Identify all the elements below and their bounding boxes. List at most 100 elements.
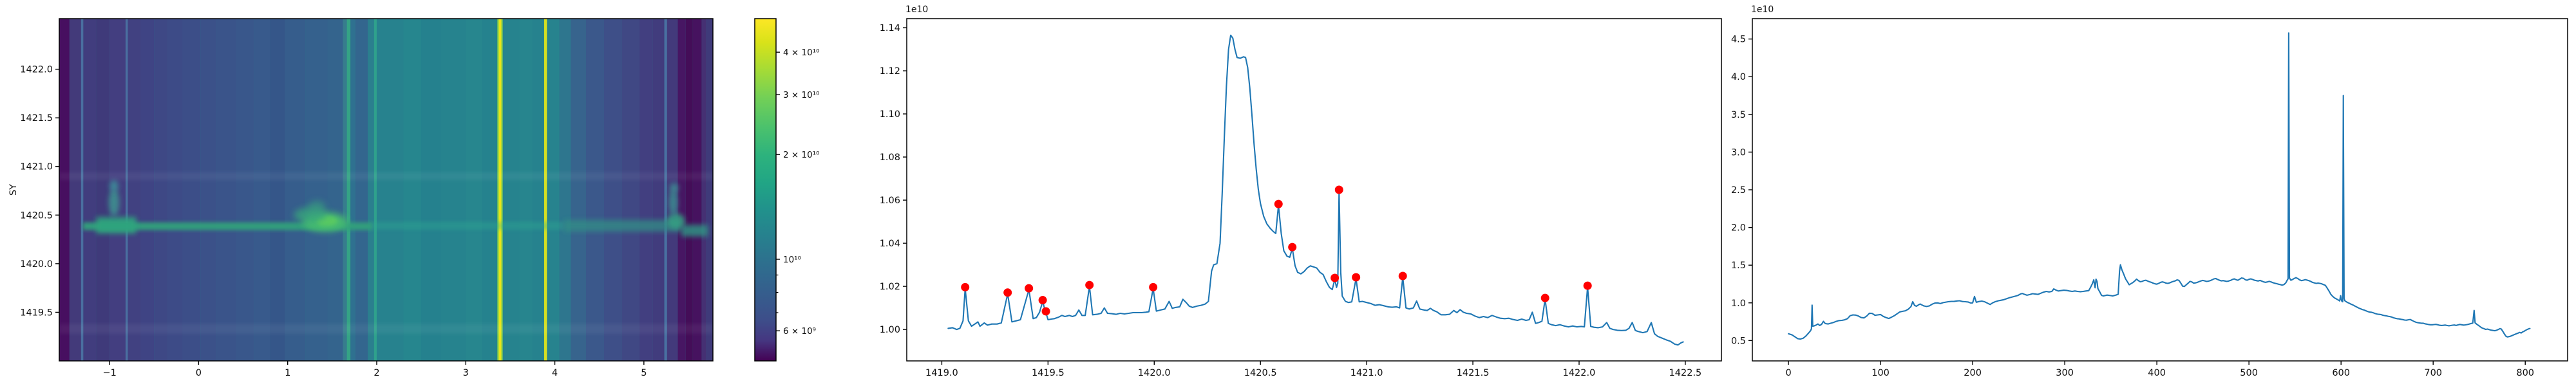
- heatmap-feature: [108, 188, 120, 216]
- x-tick-label: 2: [374, 368, 379, 378]
- peak-marker: [1149, 282, 1158, 291]
- heatmap-feature: [82, 222, 373, 230]
- heatmap-stripe: [501, 19, 503, 361]
- heatmap-stripe: [154, 19, 168, 361]
- heatmap-stripe: [59, 19, 70, 361]
- heatmap-stripe: [270, 19, 285, 361]
- spectrum-line: [1788, 32, 2531, 340]
- axes-frame: [906, 18, 1722, 362]
- heatmap-feature: [308, 200, 327, 214]
- y-tick-label: 1422.0: [20, 65, 53, 75]
- heatmap-stripe: [374, 19, 377, 361]
- colorbar-tick-label: 4 × 10¹⁰: [783, 48, 820, 58]
- colorbar-outline: [754, 18, 777, 362]
- heatmap-stripe: [466, 19, 482, 361]
- heatmap-stripe: [706, 19, 713, 361]
- peak-marker: [1085, 280, 1094, 290]
- y-tick-label: 1.00: [880, 325, 900, 335]
- heatmap-stripe: [621, 19, 639, 361]
- colorbar-gradient: [755, 19, 776, 361]
- colorbar: 4 × 10¹⁰ 3 × 10¹⁰ 2 × 10¹⁰ 10¹⁰ 6 × 10⁹: [754, 18, 820, 362]
- peak-marker: [1274, 199, 1283, 208]
- colorbar-tick-label: 6 × 10⁹: [783, 326, 816, 336]
- heatmap-feature: [59, 172, 713, 180]
- peak-marker: [1288, 243, 1297, 252]
- y-tick-label: 1420.0: [20, 259, 53, 270]
- heatmap-feature: [372, 221, 564, 230]
- heatmap-feature: [109, 179, 118, 192]
- heatmap-stripe: [83, 19, 97, 361]
- peak-marker: [961, 282, 970, 291]
- heatmap-stripe: [559, 19, 571, 361]
- heatmap-stripe: [664, 19, 667, 361]
- x-tick-label: 1: [285, 368, 290, 378]
- colorbar-tick-label: 10¹⁰: [783, 255, 801, 265]
- y-tick-label: 1420.5: [20, 210, 53, 221]
- y-tick-label: 1.0: [1731, 299, 1746, 309]
- peak-marker: [1398, 271, 1407, 280]
- peak-marker: [1331, 273, 1340, 282]
- axes-frame: [1752, 18, 2568, 362]
- heatmap-image: [59, 19, 713, 361]
- y-tick-label: 1.10: [880, 109, 900, 120]
- colorbar-tick-label: 2 × 10¹⁰: [783, 150, 820, 160]
- heatmap-stripe: [639, 19, 653, 361]
- heatmap-stripe: [498, 19, 502, 361]
- x-tick-label: 4: [552, 368, 558, 378]
- y-tick-label: 3.0: [1731, 147, 1746, 158]
- middle-plot-offset-label: 1e10: [905, 5, 929, 15]
- spectrum-subplot-plot-area: [947, 34, 1684, 346]
- heatmap-stripe: [305, 19, 328, 361]
- heatmap-stripe: [254, 19, 270, 361]
- heatmap-stripe: [355, 19, 368, 361]
- y-tick-label: 2.5: [1731, 185, 1746, 196]
- x-tick-label: 300: [2056, 368, 2074, 378]
- colorbar-tick-label: 3 × 10¹⁰: [783, 90, 820, 100]
- x-tick-label: 1419.0: [925, 368, 958, 378]
- heatmap-feature: [681, 225, 708, 237]
- heatmap-stripe: [376, 19, 404, 361]
- heatmap-ylabel: SY: [8, 183, 19, 196]
- spectrum-subplot: 1419.0 1419.5 1420.0 1420.5 1421.0 1421.5 1422…: [880, 18, 1722, 378]
- heatmap-stripe: [603, 19, 622, 361]
- y-tick-label: 1421.0: [20, 162, 53, 172]
- heatmap-stripe: [96, 19, 110, 361]
- timeseries-subplot-plot-area: [1788, 32, 2531, 340]
- x-tick-label: 1421.0: [1350, 368, 1383, 378]
- y-tick-label: 2.0: [1731, 223, 1746, 234]
- heatmap-stripe: [482, 19, 498, 361]
- y-tick-label: 4.0: [1731, 72, 1746, 82]
- y-tick-label: 4.5: [1731, 35, 1746, 45]
- heatmap-stripe: [167, 19, 183, 361]
- heatmap-stripe: [421, 19, 441, 361]
- heatmap-stripe: [343, 19, 347, 361]
- heatmap-stripe: [571, 19, 586, 361]
- right-plot-offset-label: 1e10: [1751, 5, 1774, 15]
- heatmap-feature: [564, 219, 681, 232]
- heatmap-stripe: [685, 19, 693, 361]
- x-tick-label: 500: [2240, 368, 2258, 378]
- peak-marker: [1334, 185, 1343, 194]
- y-tick-label: 1.04: [880, 239, 900, 249]
- heatmap-stripe: [200, 19, 217, 361]
- heatmap-feature: [96, 217, 137, 234]
- x-tick-label: 3: [463, 368, 469, 378]
- heatmap-stripe: [585, 19, 604, 361]
- heatmap-stripe: [80, 19, 84, 361]
- peak-marker: [1352, 273, 1361, 282]
- heatmap-stripe: [677, 19, 686, 361]
- x-tick-label: 1422.5: [1669, 368, 1702, 378]
- peak-marker: [1025, 284, 1034, 293]
- heatmap-stripe: [126, 19, 128, 361]
- x-tick-label: 600: [2332, 368, 2350, 378]
- timeseries-subplot: 0 100 200 300 400 500 600 700 800 0.5 1.0 1.5 2.0 2.5…: [1731, 18, 2568, 378]
- y-tick-label: 0.5: [1731, 336, 1746, 346]
- x-tick-label: 1419.5: [1032, 368, 1065, 378]
- heatmap-stripe: [544, 19, 547, 361]
- x-tick-label: 1421.5: [1457, 368, 1490, 378]
- peak-marker: [1540, 293, 1549, 302]
- x-tick-label: 0: [1785, 368, 1791, 378]
- heatmap-stripe: [403, 19, 422, 361]
- x-tick-label: 0: [196, 368, 202, 378]
